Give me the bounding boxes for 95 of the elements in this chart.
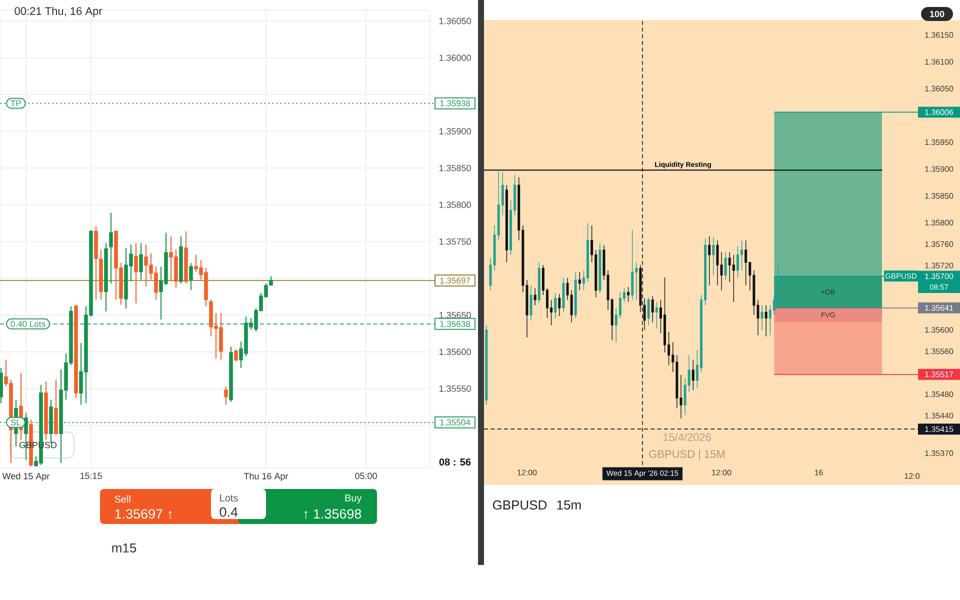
candlestick xyxy=(566,278,569,300)
ref-line-label: 1.36006 xyxy=(925,109,954,116)
text: GBPUSD xyxy=(492,500,547,510)
candlestick xyxy=(570,290,573,323)
x-tick-label: Wed 15 Apr xyxy=(2,472,50,482)
text: m15 xyxy=(112,543,136,553)
y-tick-label: 1.35650 xyxy=(439,312,471,318)
y-tick-label: 1.36050 xyxy=(925,86,954,92)
candlestick xyxy=(724,252,727,280)
text: 12:0 xyxy=(904,473,920,479)
candlestick xyxy=(229,346,233,402)
x-tick-label: 05:00 xyxy=(355,472,377,480)
candlestick xyxy=(534,288,536,306)
text: 08 : 56 xyxy=(439,458,471,466)
candlestick xyxy=(104,242,108,312)
candlestick xyxy=(189,262,193,291)
candlestick xyxy=(602,244,606,280)
y-tick-label: 1.35800 xyxy=(925,220,954,226)
x-tick-label: 12:00 xyxy=(518,470,537,476)
candlestick xyxy=(485,324,488,406)
candlestick xyxy=(712,236,715,276)
text: Sell xyxy=(114,495,130,503)
candlestick xyxy=(505,184,508,263)
text: 15m xyxy=(557,500,581,510)
candlestick xyxy=(0,368,3,404)
candlestick xyxy=(179,236,183,284)
annotation: 00:21 Thu, 16 Apr xyxy=(14,6,102,18)
text: Lots xyxy=(220,494,238,502)
x-tick-label: 15:15 xyxy=(80,472,102,479)
y-tick-label: 1.35850 xyxy=(925,193,954,199)
candlestick xyxy=(134,242,138,304)
candlestick xyxy=(44,380,48,441)
candlestick xyxy=(598,242,602,294)
y-tick-label: 1.36150 xyxy=(925,32,954,38)
y-tick-label: 1.35760 xyxy=(925,241,954,247)
candlestick xyxy=(234,349,238,362)
candlestick xyxy=(643,298,646,330)
candlestick xyxy=(760,304,764,330)
y-tick-label: 1.35440 xyxy=(925,412,954,419)
candlestick xyxy=(647,296,650,326)
x-tick-label: 16 xyxy=(814,470,823,476)
candlestick xyxy=(538,262,540,304)
text: Buy xyxy=(345,494,362,504)
x-tick-label: Thu 16 Apr xyxy=(244,472,288,482)
text: 100 xyxy=(930,10,944,18)
candlestick xyxy=(54,379,58,436)
ref-line-label: 1.35641 xyxy=(925,305,954,311)
candlestick xyxy=(554,292,557,318)
candlestick xyxy=(558,294,561,316)
y-tick-label: 1.35550 xyxy=(439,385,471,392)
candlestick xyxy=(184,230,188,284)
ref-line-label: 1.35700 xyxy=(925,273,954,280)
candlestick xyxy=(639,264,642,313)
y-tick-label: 1.36050 xyxy=(439,18,471,24)
y-tick-label: 1.36000 xyxy=(439,54,471,61)
ref-line-label: 1.35415 xyxy=(925,426,954,432)
y-tick-label: 1.35850 xyxy=(439,164,471,172)
ref-line-label: 1.35638 xyxy=(440,320,470,327)
ref-line-label: 1.35517 xyxy=(925,372,954,378)
candlestick xyxy=(74,304,78,399)
candlestick xyxy=(574,272,577,318)
y-tick-label: 1.35480 xyxy=(925,391,954,398)
text: ↑ 1.35698 xyxy=(304,509,362,519)
y-tick-label: 1.35600 xyxy=(439,348,471,356)
annotation: SL xyxy=(10,419,21,426)
annotation: GBPUSD | 15M xyxy=(649,450,725,460)
candlestick xyxy=(651,296,654,323)
candlestick xyxy=(224,386,228,406)
candlestick xyxy=(109,212,113,284)
ref-line-label: 1.35938 xyxy=(440,100,470,106)
ref-line-label: 1.35697 xyxy=(440,278,470,284)
annotation: 0.40 Lots xyxy=(10,320,46,327)
candlestick xyxy=(764,304,768,337)
text: 1.35697 ↑ xyxy=(115,509,172,519)
y-tick-label: 1.35900 xyxy=(925,166,954,172)
annotation: 15/4/2026 xyxy=(663,432,711,442)
y-tick-label: 1.35950 xyxy=(925,139,954,146)
candlestick xyxy=(139,242,143,280)
y-tick-label: 1.35600 xyxy=(925,327,954,333)
y-tick-label: 1.36100 xyxy=(925,58,954,65)
y-tick-label: 1.35370 xyxy=(925,450,954,456)
candlestick xyxy=(562,278,565,313)
x-tick-label: 12:00 xyxy=(712,470,732,476)
y-tick-label: 1.35560 xyxy=(925,348,954,354)
ref-line-label: 1.35504 xyxy=(440,419,470,426)
y-tick-label: 1.35750 xyxy=(439,238,471,245)
candlestick xyxy=(631,230,634,300)
y-tick-label: 1.35900 xyxy=(439,128,471,134)
y-tick-label: 1.35720 xyxy=(925,262,954,268)
y-tick-label: 1.35800 xyxy=(439,202,471,208)
text: 0.4 xyxy=(220,507,238,517)
candlestick xyxy=(720,252,723,291)
candlestick xyxy=(716,240,719,286)
annotation: TP xyxy=(10,100,21,106)
candlestick xyxy=(530,285,532,321)
